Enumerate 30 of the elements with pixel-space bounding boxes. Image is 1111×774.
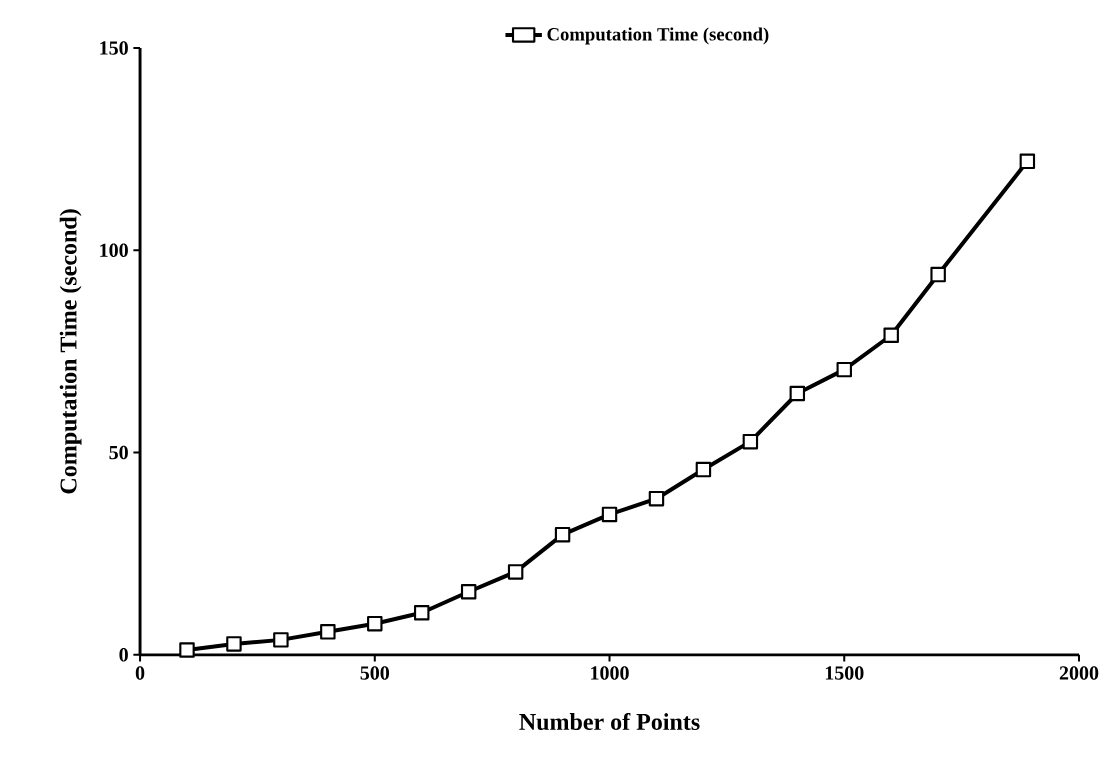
point — [742, 434, 759, 450]
y-tick-label: 100 — [100, 243, 128, 258]
point — [1019, 153, 1036, 170]
point — [601, 506, 618, 523]
point — [273, 632, 289, 648]
y-tick-label: 50 — [109, 446, 128, 460]
x-tick-label: 1500 — [825, 666, 864, 680]
point — [320, 624, 336, 640]
point — [930, 267, 946, 283]
y-axis-title: Computation Time (second) — [59, 209, 82, 494]
y-tick-label: 0 — [119, 648, 128, 662]
point — [695, 462, 712, 478]
point — [836, 362, 852, 378]
point — [367, 616, 383, 632]
point — [507, 564, 524, 580]
point — [460, 584, 477, 600]
point — [554, 527, 571, 543]
point — [179, 642, 195, 658]
y-tick-label: 150 — [100, 41, 128, 55]
x-tick-label: 0 — [135, 666, 145, 680]
legend-label: Computation Time (second) — [547, 27, 769, 45]
point — [413, 605, 430, 621]
x-axis-title: Number of Points — [519, 713, 700, 731]
x-tick-label: 1000 — [591, 666, 629, 680]
point — [648, 491, 665, 507]
point — [883, 327, 899, 344]
point — [789, 385, 806, 402]
x-tick-label: 500 — [360, 666, 390, 680]
x-tick-label: 2000 — [1059, 666, 1099, 680]
point — [226, 636, 242, 652]
